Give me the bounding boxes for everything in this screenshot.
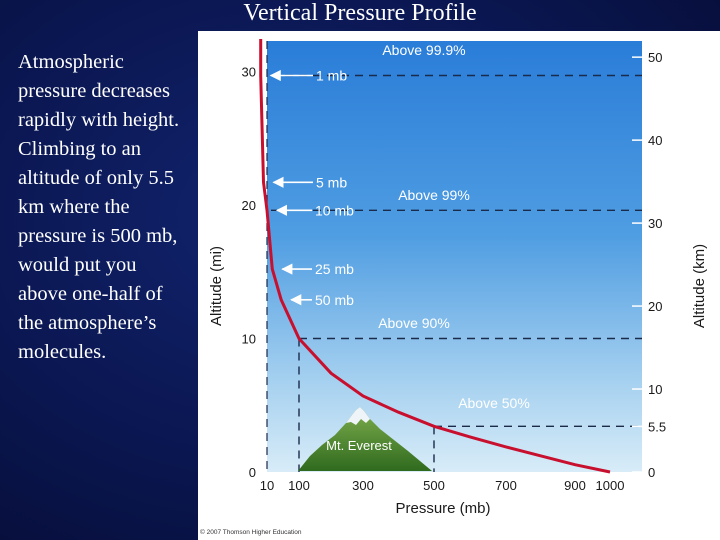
y-tick-label-right: 5.5: [648, 419, 666, 434]
annotation-label: 10 mb: [315, 202, 354, 218]
sky-panel: [267, 41, 642, 472]
pressure-annotations: 1 mb 5 mb 10 mb 25 mb 50 mb: [269, 68, 354, 308]
y-tick-label-right: 30: [648, 216, 662, 231]
region-label: Above 99%: [398, 187, 470, 203]
x-tick-label: 100: [288, 478, 310, 493]
y-tick-label-right: 40: [648, 133, 662, 148]
y-tick-label-right: 10: [648, 382, 662, 397]
y-tick-label-left: 10: [242, 332, 256, 347]
y-tick-label-right: 0: [648, 465, 655, 480]
x-tick-label: 700: [495, 478, 517, 493]
x-axis-ticks: 10 100 300 500 700 900 1000: [260, 478, 625, 493]
copyright-credit: © 2007 Thomson Higher Education: [200, 528, 302, 536]
x-tick-label: 900: [564, 478, 586, 493]
mountain-illustration: Mt. Everest: [298, 407, 432, 471]
annotation-label: 50 mb: [315, 292, 354, 308]
x-tick-label: 300: [352, 478, 374, 493]
pressure-profile-figure: Above 99.9% Above 99% Above 90% Above 50% M…: [198, 31, 720, 540]
annotation-label: 25 mb: [315, 261, 354, 277]
pressure-curve: [259, 39, 611, 474]
y-tick-label-right: 50: [648, 50, 662, 65]
y-tick-label-left: 0: [249, 465, 256, 480]
percentage-regions: Above 99.9% Above 99% Above 90% Above 50%: [271, 42, 642, 428]
x-tick-label: 500: [423, 478, 445, 493]
y-tick-label-left: 20: [242, 198, 256, 213]
y-axis-label-left: Altitude (mi): [208, 246, 225, 326]
pressure-profile-chart: Above 99.9% Above 99% Above 90% Above 50% M…: [198, 31, 720, 540]
left-axis-ticks: 0 10 20 30: [242, 65, 256, 481]
slide-body-text: Atmospheric pressure decreases rapidly w…: [18, 51, 180, 363]
drop-lines: [266, 41, 435, 472]
annotation-label: 1 mb: [316, 68, 347, 84]
x-axis-label: Pressure (mb): [395, 500, 490, 517]
region-label: Above 50%: [458, 395, 530, 411]
mt-everest-label: Mt. Everest: [326, 438, 392, 453]
y-tick-label-left: 30: [242, 65, 256, 80]
x-tick-label: 10: [260, 478, 274, 493]
annotation-label: 5 mb: [316, 174, 347, 190]
x-tick-label: 1000: [596, 478, 625, 493]
y-tick-label-right: 20: [648, 299, 662, 314]
region-label: Above 99.9%: [382, 42, 465, 58]
slide-title: Vertical Pressure Profile: [243, 0, 477, 26]
right-axis-ticks: 0 5.5 10 20 30 40 50: [632, 50, 666, 480]
region-label: Above 90%: [378, 315, 450, 331]
y-axis-label-right: Altitude (km): [691, 244, 708, 328]
mt-everest-mountain: [298, 407, 432, 471]
mt-everest-snowcap: [346, 407, 370, 425]
